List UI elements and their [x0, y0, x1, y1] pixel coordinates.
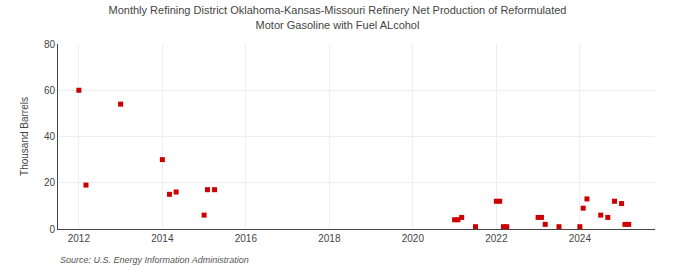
svg-text:2018: 2018	[318, 233, 341, 244]
svg-text:2022: 2022	[485, 233, 508, 244]
svg-text:2024: 2024	[569, 233, 592, 244]
svg-text:Monthly Refining District Okla: Monthly Refining District Oklahoma-Kansa…	[109, 4, 567, 30]
svg-text:40: 40	[44, 131, 56, 142]
svg-text:2020: 2020	[402, 233, 425, 244]
svg-text:60: 60	[44, 85, 56, 96]
svg-text:2014: 2014	[151, 233, 174, 244]
svg-text:Thousand Barrels: Thousand Barrels	[19, 97, 30, 176]
svg-text:0: 0	[49, 224, 55, 235]
svg-text:Source: U.S. Energy Informatio: Source: U.S. Energy Information Administ…	[60, 255, 249, 265]
svg-text:2012: 2012	[68, 233, 91, 244]
svg-text:20: 20	[44, 177, 56, 188]
svg-text:80: 80	[44, 39, 56, 50]
svg-text:2016: 2016	[235, 233, 258, 244]
